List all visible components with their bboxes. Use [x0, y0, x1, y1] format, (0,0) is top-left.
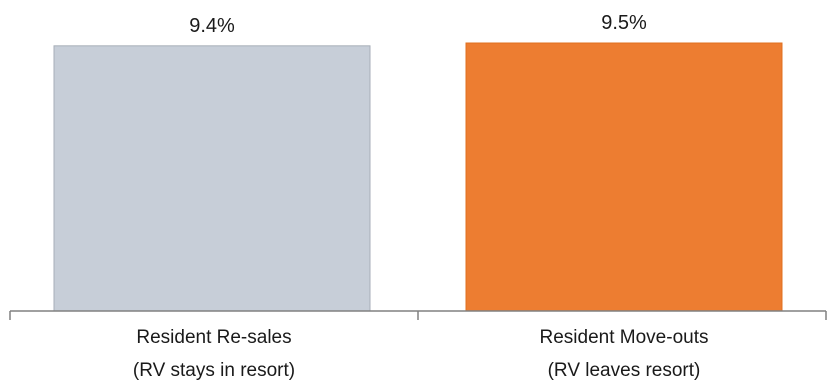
category-label-1-line-2: (RV stays in resort) — [133, 360, 295, 381]
data-labels-layer: 9.4% 9.5% — [189, 12, 647, 37]
bar-2 — [465, 42, 783, 312]
category-label-2-line-2: (RV leaves resort) — [548, 360, 701, 381]
data-label-2: 9.5% — [601, 12, 647, 34]
category-label-1-line-1: Resident Re-sales — [136, 327, 291, 348]
bars-layer — [53, 42, 783, 312]
bar-1 — [53, 45, 371, 312]
category-label-2-line-1: Resident Move-outs — [540, 327, 709, 348]
category-labels-layer: Resident Re-sales (RV stays in resort) Res… — [133, 327, 709, 381]
data-label-1: 9.4% — [189, 15, 235, 37]
x-axis — [9, 310, 827, 320]
